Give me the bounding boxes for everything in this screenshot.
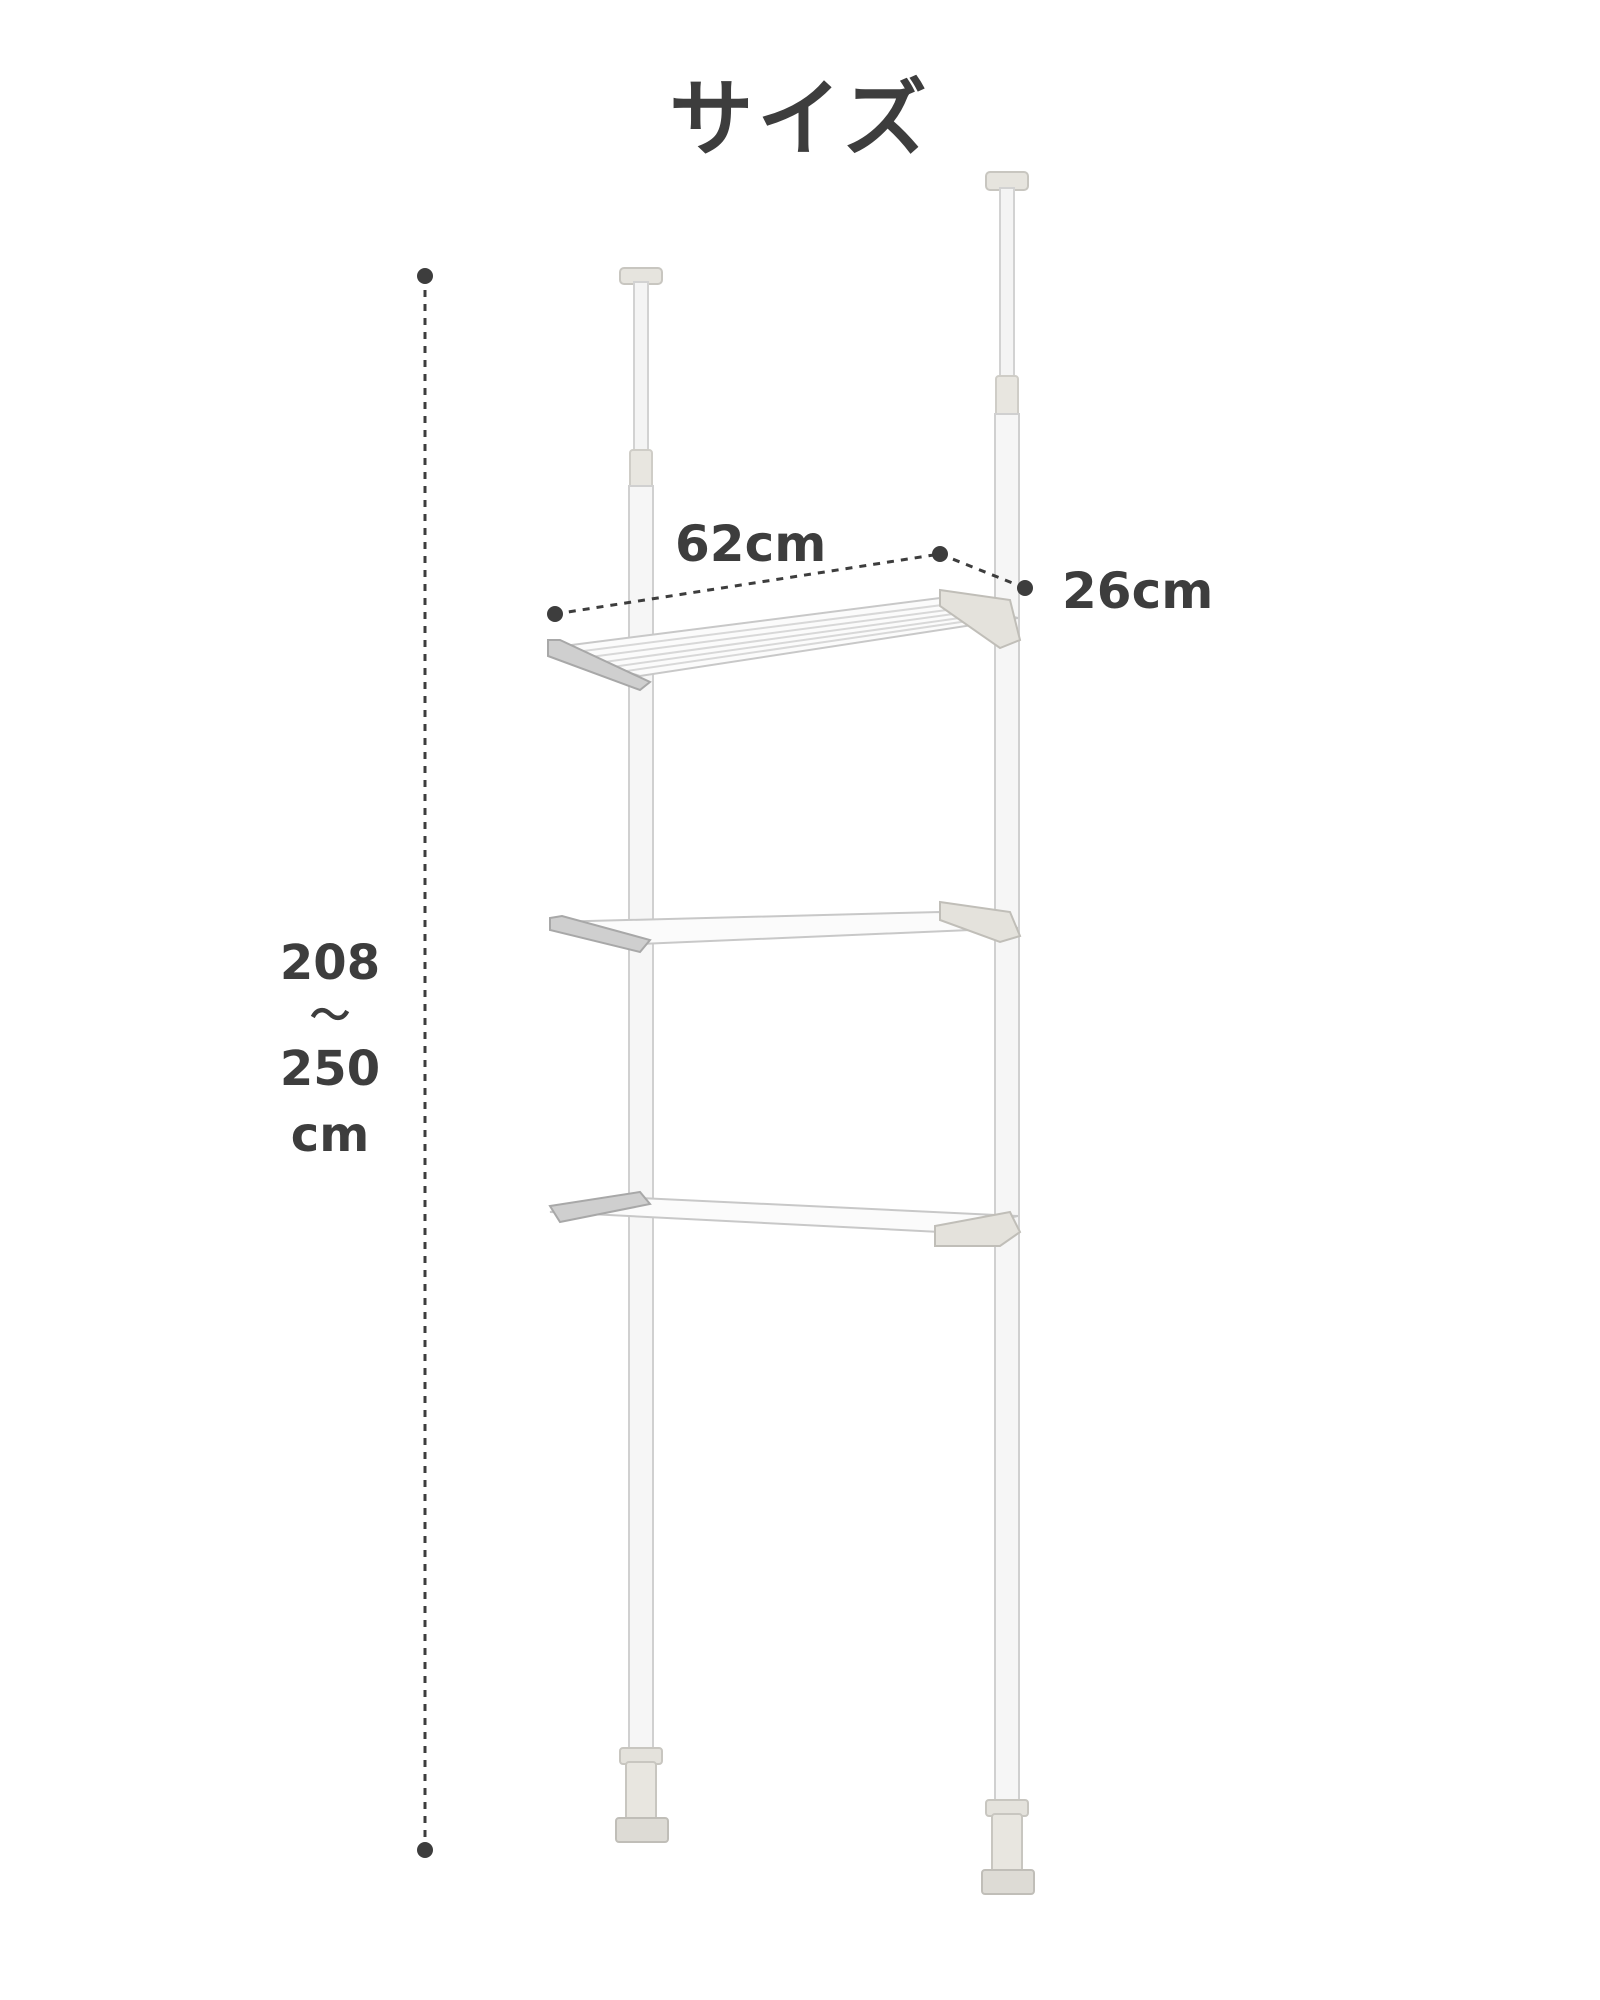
depth-label: 26cm <box>1062 562 1214 620</box>
front-pole <box>615 267 669 1843</box>
page-title: サイズ <box>669 70 931 168</box>
height-separator: 〜 <box>310 993 350 1039</box>
shelf-bottom <box>548 1190 1022 1247</box>
height-unit: cm <box>290 1107 370 1163</box>
width-label: 62cm <box>675 515 827 573</box>
height-label: 208 〜 250 cm <box>270 930 390 1168</box>
height-dimension-line <box>417 268 433 1858</box>
shelf-top <box>547 588 1022 692</box>
shelf-middle <box>549 900 1022 954</box>
height-max: 250 <box>279 1041 381 1097</box>
height-min: 208 <box>279 935 381 991</box>
depth-dimension-line <box>939 552 1033 596</box>
back-pole <box>981 171 1035 1895</box>
